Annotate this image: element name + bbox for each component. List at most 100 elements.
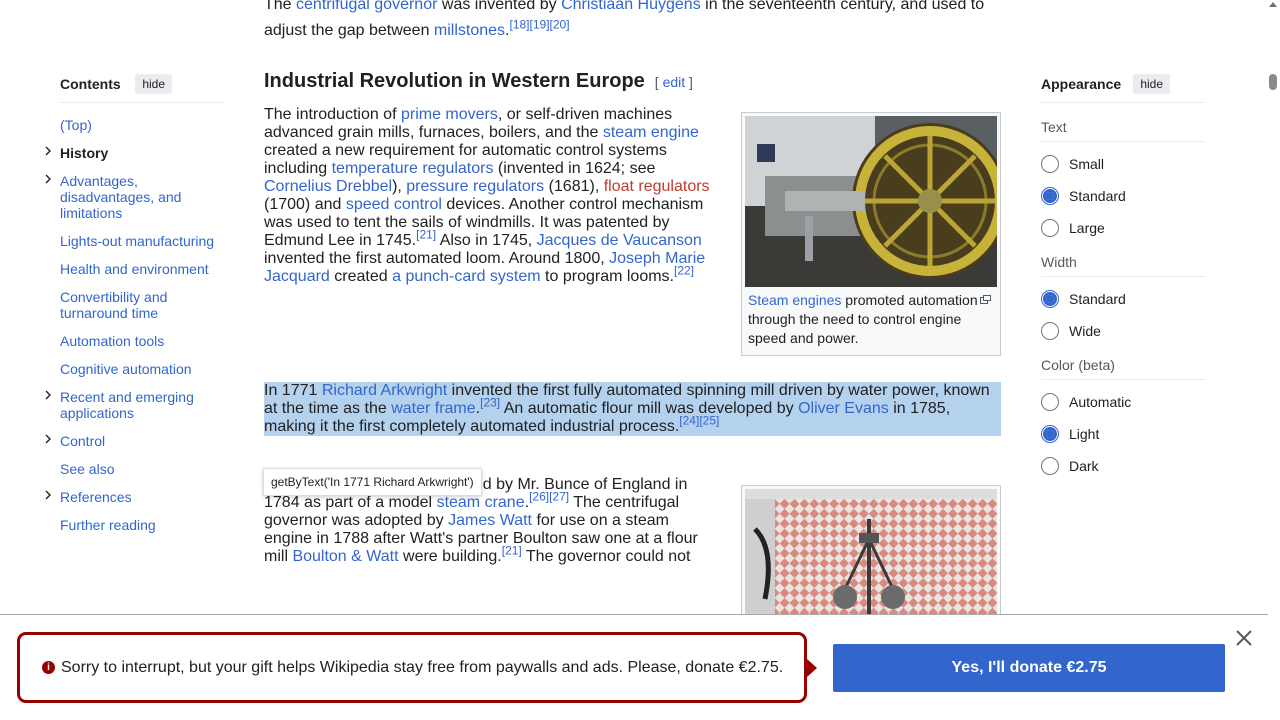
chevron-right-icon[interactable]	[43, 174, 53, 184]
text-size-option[interactable]: Small	[1041, 148, 1205, 180]
table-of-contents: Contents hide (Top) History Advantages, di…	[45, 74, 224, 533]
steam-engine-image[interactable]	[745, 116, 997, 287]
toc-link[interactable]: Control	[60, 433, 106, 449]
link-steam-engine[interactable]: steam engine	[602, 124, 699, 141]
toc-link[interactable]: Lights-out manufacturing	[60, 233, 215, 249]
chevron-right-icon[interactable]	[43, 146, 53, 156]
steam-engine-photo	[745, 116, 997, 287]
enlarge-icon[interactable]	[980, 290, 991, 304]
link-punch-card-system[interactable]: a punch-card system	[392, 268, 541, 285]
radio-button[interactable]	[1041, 322, 1059, 340]
link-christiaan-huygens[interactable]: Christiaan Huygens	[561, 0, 701, 13]
link-water-frame[interactable]: water frame	[391, 400, 476, 417]
page-scrollbar[interactable]	[1266, 0, 1280, 720]
radio-label: Automatic	[1069, 394, 1132, 410]
edit-section-link[interactable]: [ edit ]	[654, 74, 693, 90]
toc-link[interactable]: References	[60, 489, 132, 505]
color-option[interactable]: Dark	[1041, 450, 1205, 482]
radio-button[interactable]	[1041, 155, 1059, 173]
link-prime-movers[interactable]: prime movers	[400, 106, 498, 123]
link-oliver-evans[interactable]: Oliver Evans	[798, 400, 889, 417]
width-option[interactable]: Standard	[1041, 283, 1205, 315]
radio-label: Light	[1069, 426, 1100, 442]
color-option[interactable]: Light	[1041, 418, 1205, 450]
link-centrifugal-governor[interactable]: centrifugal governor	[296, 0, 438, 13]
chevron-right-icon[interactable]	[43, 434, 53, 444]
scroll-up-arrow-icon[interactable]	[1269, 2, 1277, 7]
governor-photo	[745, 489, 997, 629]
link-float-regulators[interactable]: float regulators	[603, 178, 710, 195]
radio-button[interactable]	[1041, 290, 1059, 308]
text-size-section: Text Small Standard Large	[1041, 119, 1205, 244]
chevron-right-icon[interactable]	[43, 390, 53, 400]
toc-link[interactable]: Advantages, disadvantages, and limitatio…	[60, 173, 182, 221]
toc-item[interactable]: Health and environment	[60, 261, 224, 277]
citation-23[interactable]: [23]	[480, 395, 501, 410]
link-pressure-regulators[interactable]: pressure regulators	[406, 178, 545, 195]
appearance-hide-button[interactable]: hide	[1133, 74, 1170, 94]
link-richard-arkwright[interactable]: Richard Arkwright	[321, 382, 448, 399]
section-heading: Industrial Revolution in Western Europe[…	[264, 70, 693, 92]
donate-button[interactable]: Yes, I'll donate €2.75	[833, 644, 1225, 692]
toc-item[interactable]: Further reading	[60, 517, 224, 533]
text-size-option[interactable]: Large	[1041, 212, 1205, 244]
toc-link[interactable]: Cognitive automation	[60, 361, 192, 377]
toc-hide-button[interactable]: hide	[135, 74, 172, 94]
toc-item[interactable]: Convertibility and turnaround time	[60, 289, 224, 321]
link-steam-crane[interactable]: steam crane	[436, 494, 525, 511]
color-option[interactable]: Automatic	[1041, 386, 1205, 418]
toc-item[interactable]: Recent and emerging applications	[45, 389, 224, 421]
text-size-option[interactable]: Standard	[1041, 180, 1205, 212]
toc-item[interactable]: See also	[60, 461, 224, 477]
link-boulton-watt[interactable]: Boulton & Watt	[292, 548, 399, 565]
link-temperature-regulators[interactable]: temperature regulators	[331, 160, 494, 177]
citation-refs[interactable]: [18][19][20]	[509, 17, 570, 32]
scroll-thumb[interactable]	[1269, 74, 1277, 90]
text-size-options: Small Standard Large	[1041, 148, 1205, 244]
governor-image[interactable]	[745, 489, 997, 629]
toc-item[interactable]: Cognitive automation	[60, 361, 224, 377]
link-speed-control[interactable]: speed control	[345, 196, 442, 213]
toc-header: Contents hide	[60, 74, 224, 103]
citation-21[interactable]: [21]	[416, 227, 437, 242]
figure-steam-engine: Steam engines promoted automation throug…	[741, 112, 1001, 356]
toc-link[interactable]: See also	[60, 461, 115, 477]
width-option[interactable]: Wide	[1041, 315, 1205, 347]
color-label: Color (beta)	[1041, 357, 1205, 380]
donation-banner: i Sorry to interrupt, but your gift help…	[0, 614, 1268, 720]
link-cornelius-drebbel[interactable]: Cornelius Drebbel	[264, 178, 393, 195]
citation-21b[interactable]: [21]	[501, 543, 522, 558]
citation-26-27[interactable]: [26][27]	[529, 489, 570, 504]
toc-link[interactable]: Automation tools	[60, 333, 165, 349]
paragraph-industrial-1: The introduction of prime movers, or sel…	[264, 106, 710, 285]
toc-link[interactable]: History	[60, 145, 109, 161]
radio-button[interactable]	[1041, 219, 1059, 237]
toc-link[interactable]: Health and environment	[60, 261, 209, 277]
toc-item[interactable]: Advantages, disadvantages, and limitatio…	[45, 173, 224, 221]
toc-item[interactable]: Lights-out manufacturing	[60, 233, 224, 249]
toc-item[interactable]: Automation tools	[60, 333, 224, 349]
chevron-right-icon[interactable]	[43, 490, 53, 500]
radio-button[interactable]	[1041, 457, 1059, 475]
text-size-label: Text	[1041, 119, 1205, 142]
figure-governor	[741, 485, 1001, 629]
toc-item[interactable]: Control	[45, 433, 224, 449]
radio-button[interactable]	[1041, 393, 1059, 411]
radio-button[interactable]	[1041, 187, 1059, 205]
citation-24-25[interactable]: [24][25]	[679, 413, 720, 428]
link-steam-engines[interactable]: Steam engines	[748, 292, 842, 308]
toc-item[interactable]: References	[45, 489, 224, 505]
toc-link[interactable]: Further reading	[60, 517, 156, 533]
toc-link[interactable]: (Top)	[60, 117, 92, 133]
toc-link[interactable]: Convertibility and turnaround time	[60, 289, 168, 321]
link-joseph-marie-jacquard[interactable]: Joseph Marie Jacquard	[264, 250, 706, 285]
toc-item[interactable]: History	[45, 145, 224, 161]
link-james-watt[interactable]: James Watt	[448, 512, 532, 529]
toc-link[interactable]: Recent and emerging applications	[60, 389, 194, 421]
radio-button[interactable]	[1041, 425, 1059, 443]
link-millstones[interactable]: millstones	[433, 22, 506, 39]
close-icon[interactable]	[1235, 629, 1253, 647]
link-jacques-de-vaucanson[interactable]: Jacques de Vaucanson	[536, 232, 702, 249]
toc-item[interactable]: (Top)	[60, 117, 224, 133]
citation-22[interactable]: [22]	[674, 263, 695, 278]
